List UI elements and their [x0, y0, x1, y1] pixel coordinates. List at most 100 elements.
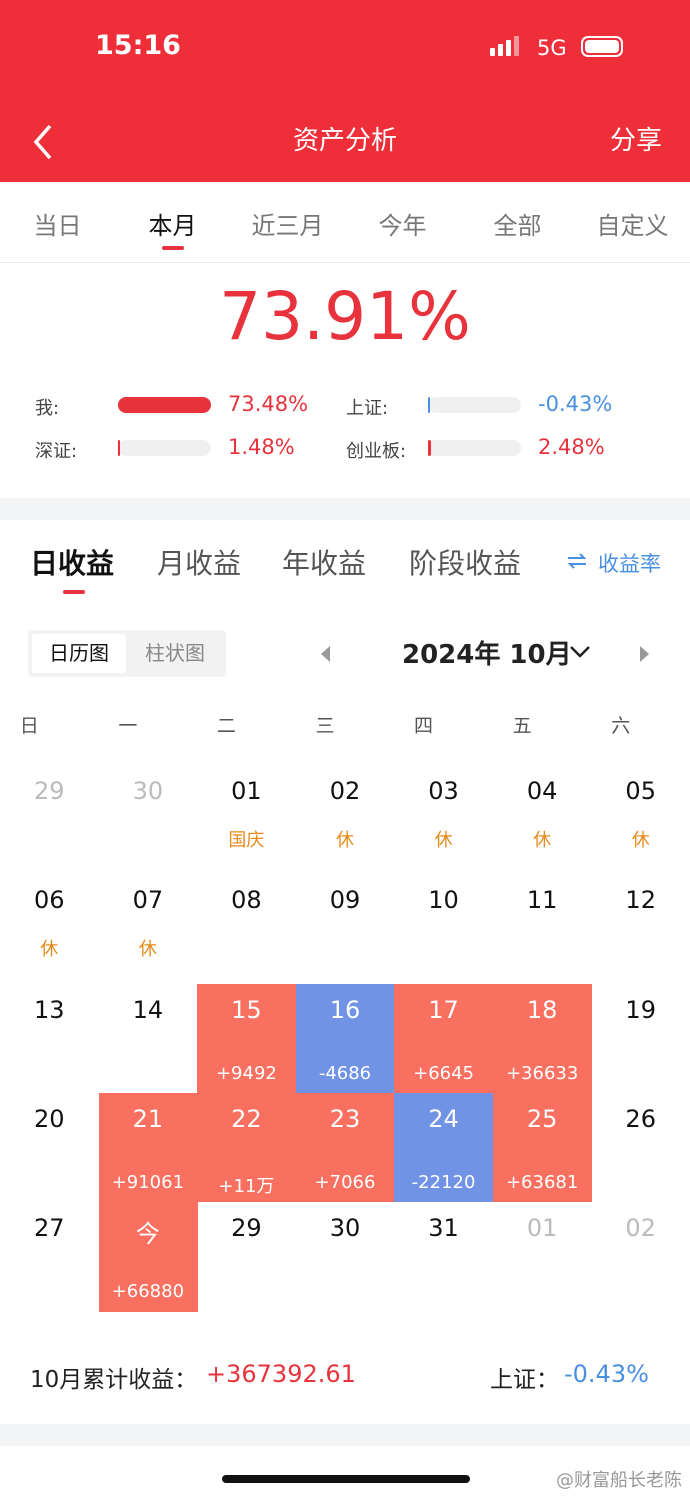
comparison-label: 上证: — [346, 398, 389, 419]
day-number[interactable]: 02 — [625, 1214, 656, 1243]
profit-value: +9492 — [215, 1062, 277, 1084]
period-tab[interactable]: 近三月 — [251, 212, 324, 240]
comparison-value: 2.48% — [538, 435, 605, 459]
day-number[interactable]: 07 — [132, 886, 164, 915]
day-number[interactable]: 23 — [329, 1104, 361, 1133]
day-number[interactable]: 21 — [132, 1104, 164, 1133]
profit-cell[interactable] — [394, 1092, 494, 1203]
day-number[interactable]: 01 — [526, 1214, 558, 1243]
day-number[interactable]: 03 — [428, 777, 459, 805]
day-number[interactable]: 17 — [428, 995, 459, 1024]
status-icons — [490, 36, 623, 57]
profit-cell[interactable] — [98, 1202, 198, 1312]
day-number[interactable]: 04 — [526, 777, 558, 805]
day-number[interactable]: 18 — [526, 995, 558, 1024]
day-number[interactable]: 02 — [329, 777, 361, 805]
status-time: 15:16 — [95, 30, 181, 61]
period-tab[interactable]: 当日 — [33, 212, 82, 240]
footer-value: +367392.61 — [206, 1360, 356, 1388]
day-number[interactable]: 20 — [34, 1104, 65, 1133]
day-number[interactable]: 30 — [329, 1214, 361, 1243]
comparison-value: -0.43% — [538, 392, 613, 416]
day-number[interactable]: 13 — [34, 995, 65, 1024]
home-indicator — [222, 1475, 470, 1483]
divider — [0, 262, 690, 263]
header — [0, 0, 690, 182]
profit-cell[interactable] — [197, 1092, 297, 1203]
holiday-label: 休 — [533, 830, 552, 851]
day-number[interactable]: 06 — [34, 886, 65, 915]
profit-value: +63681 — [505, 1171, 579, 1193]
day-number[interactable]: 今 — [135, 1220, 160, 1249]
holiday-label: 休 — [40, 939, 59, 961]
day-number[interactable]: 11 — [526, 886, 558, 915]
profit-cell[interactable] — [492, 1092, 592, 1203]
day-number[interactable]: 26 — [625, 1104, 656, 1133]
holiday-label: 休 — [138, 939, 157, 961]
day-number[interactable]: 08 — [231, 886, 262, 915]
profit-cell[interactable] — [98, 1092, 198, 1203]
period-tab[interactable]: 本月 — [148, 212, 197, 240]
day-number[interactable]: 15 — [231, 995, 262, 1024]
profit-cell[interactable] — [197, 983, 297, 1094]
holiday-label: 休 — [335, 830, 354, 851]
day-number[interactable]: 10 — [428, 886, 459, 915]
day-number[interactable]: 14 — [132, 995, 164, 1024]
day-number[interactable]: 12 — [625, 886, 656, 915]
day-number[interactable]: 31 — [428, 1214, 459, 1243]
comparison-label: 创业板: — [346, 441, 407, 462]
prev-month[interactable] — [318, 644, 334, 664]
income-tab[interactable]: 月收益 — [157, 547, 242, 580]
view-toggle-item[interactable]: 柱状图 — [145, 641, 205, 665]
profit-value: +91061 — [111, 1171, 185, 1193]
view-toggle-item[interactable]: 日历图 — [32, 634, 126, 673]
next-month[interactable] — [636, 644, 652, 664]
income-tab[interactable]: 年收益 — [282, 547, 367, 580]
day-number[interactable]: 24 — [428, 1104, 459, 1133]
day-number[interactable]: 25 — [526, 1104, 558, 1133]
profit-cell[interactable] — [492, 983, 592, 1094]
holiday-label: 休 — [434, 830, 453, 851]
month-label[interactable]: 2024年 10月 — [402, 640, 572, 670]
day-number[interactable]: 16 — [329, 995, 361, 1024]
period-tab[interactable]: 自定义 — [596, 212, 669, 240]
period-tab[interactable]: 全部 — [493, 212, 542, 240]
weekday: 二 — [216, 715, 236, 737]
profit-value: +66880 — [111, 1281, 185, 1303]
day-number[interactable]: 27 — [34, 1214, 65, 1243]
weekday: 三 — [315, 715, 335, 737]
profit-cell[interactable] — [394, 983, 494, 1094]
footer-index-value: -0.43% — [564, 1360, 649, 1388]
toggle-icon[interactable] — [566, 550, 588, 572]
summary-value: 73.91% — [219, 278, 471, 355]
holiday-label: 国庆 — [228, 830, 265, 851]
day-number[interactable]: 05 — [625, 777, 656, 805]
comparison-bar — [428, 440, 432, 456]
comparison-bar — [118, 440, 120, 456]
profit-cell[interactable] — [295, 983, 395, 1094]
nav-title: 资产分析 — [292, 126, 397, 156]
weekday: 四 — [414, 715, 434, 737]
comparison-track — [428, 397, 521, 413]
comparison-value: 73.48% — [228, 392, 309, 416]
profit-value: -22120 — [411, 1171, 476, 1193]
share-button[interactable]: 分享 — [609, 126, 662, 156]
income-tab[interactable]: 阶段收益 — [409, 547, 522, 580]
income-tab[interactable]: 日收益 — [30, 547, 115, 580]
day-number[interactable]: 19 — [625, 995, 656, 1024]
profit-value: +6645 — [413, 1062, 474, 1084]
weekday: 日 — [19, 715, 39, 737]
tab-indicator — [63, 590, 85, 594]
month-dropdown[interactable] — [568, 642, 592, 662]
day-number[interactable]: 22 — [231, 1104, 262, 1133]
day-number[interactable]: 30 — [132, 777, 164, 805]
period-tab[interactable]: 今年 — [378, 212, 427, 240]
profit-cell[interactable] — [295, 1092, 395, 1203]
day-number[interactable]: 29 — [34, 777, 65, 805]
day-number[interactable]: 09 — [329, 886, 361, 915]
rate-toggle[interactable]: 收益率 — [598, 552, 661, 576]
footer-label: 10月累计收益： — [30, 1367, 198, 1393]
day-number[interactable]: 01 — [231, 777, 262, 805]
back-button[interactable] — [28, 122, 58, 162]
day-number[interactable]: 29 — [231, 1214, 262, 1243]
